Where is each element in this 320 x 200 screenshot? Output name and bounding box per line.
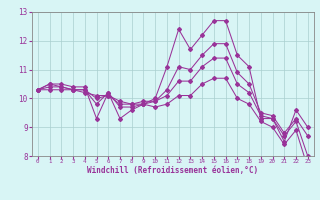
X-axis label: Windchill (Refroidissement éolien,°C): Windchill (Refroidissement éolien,°C)	[87, 166, 258, 175]
